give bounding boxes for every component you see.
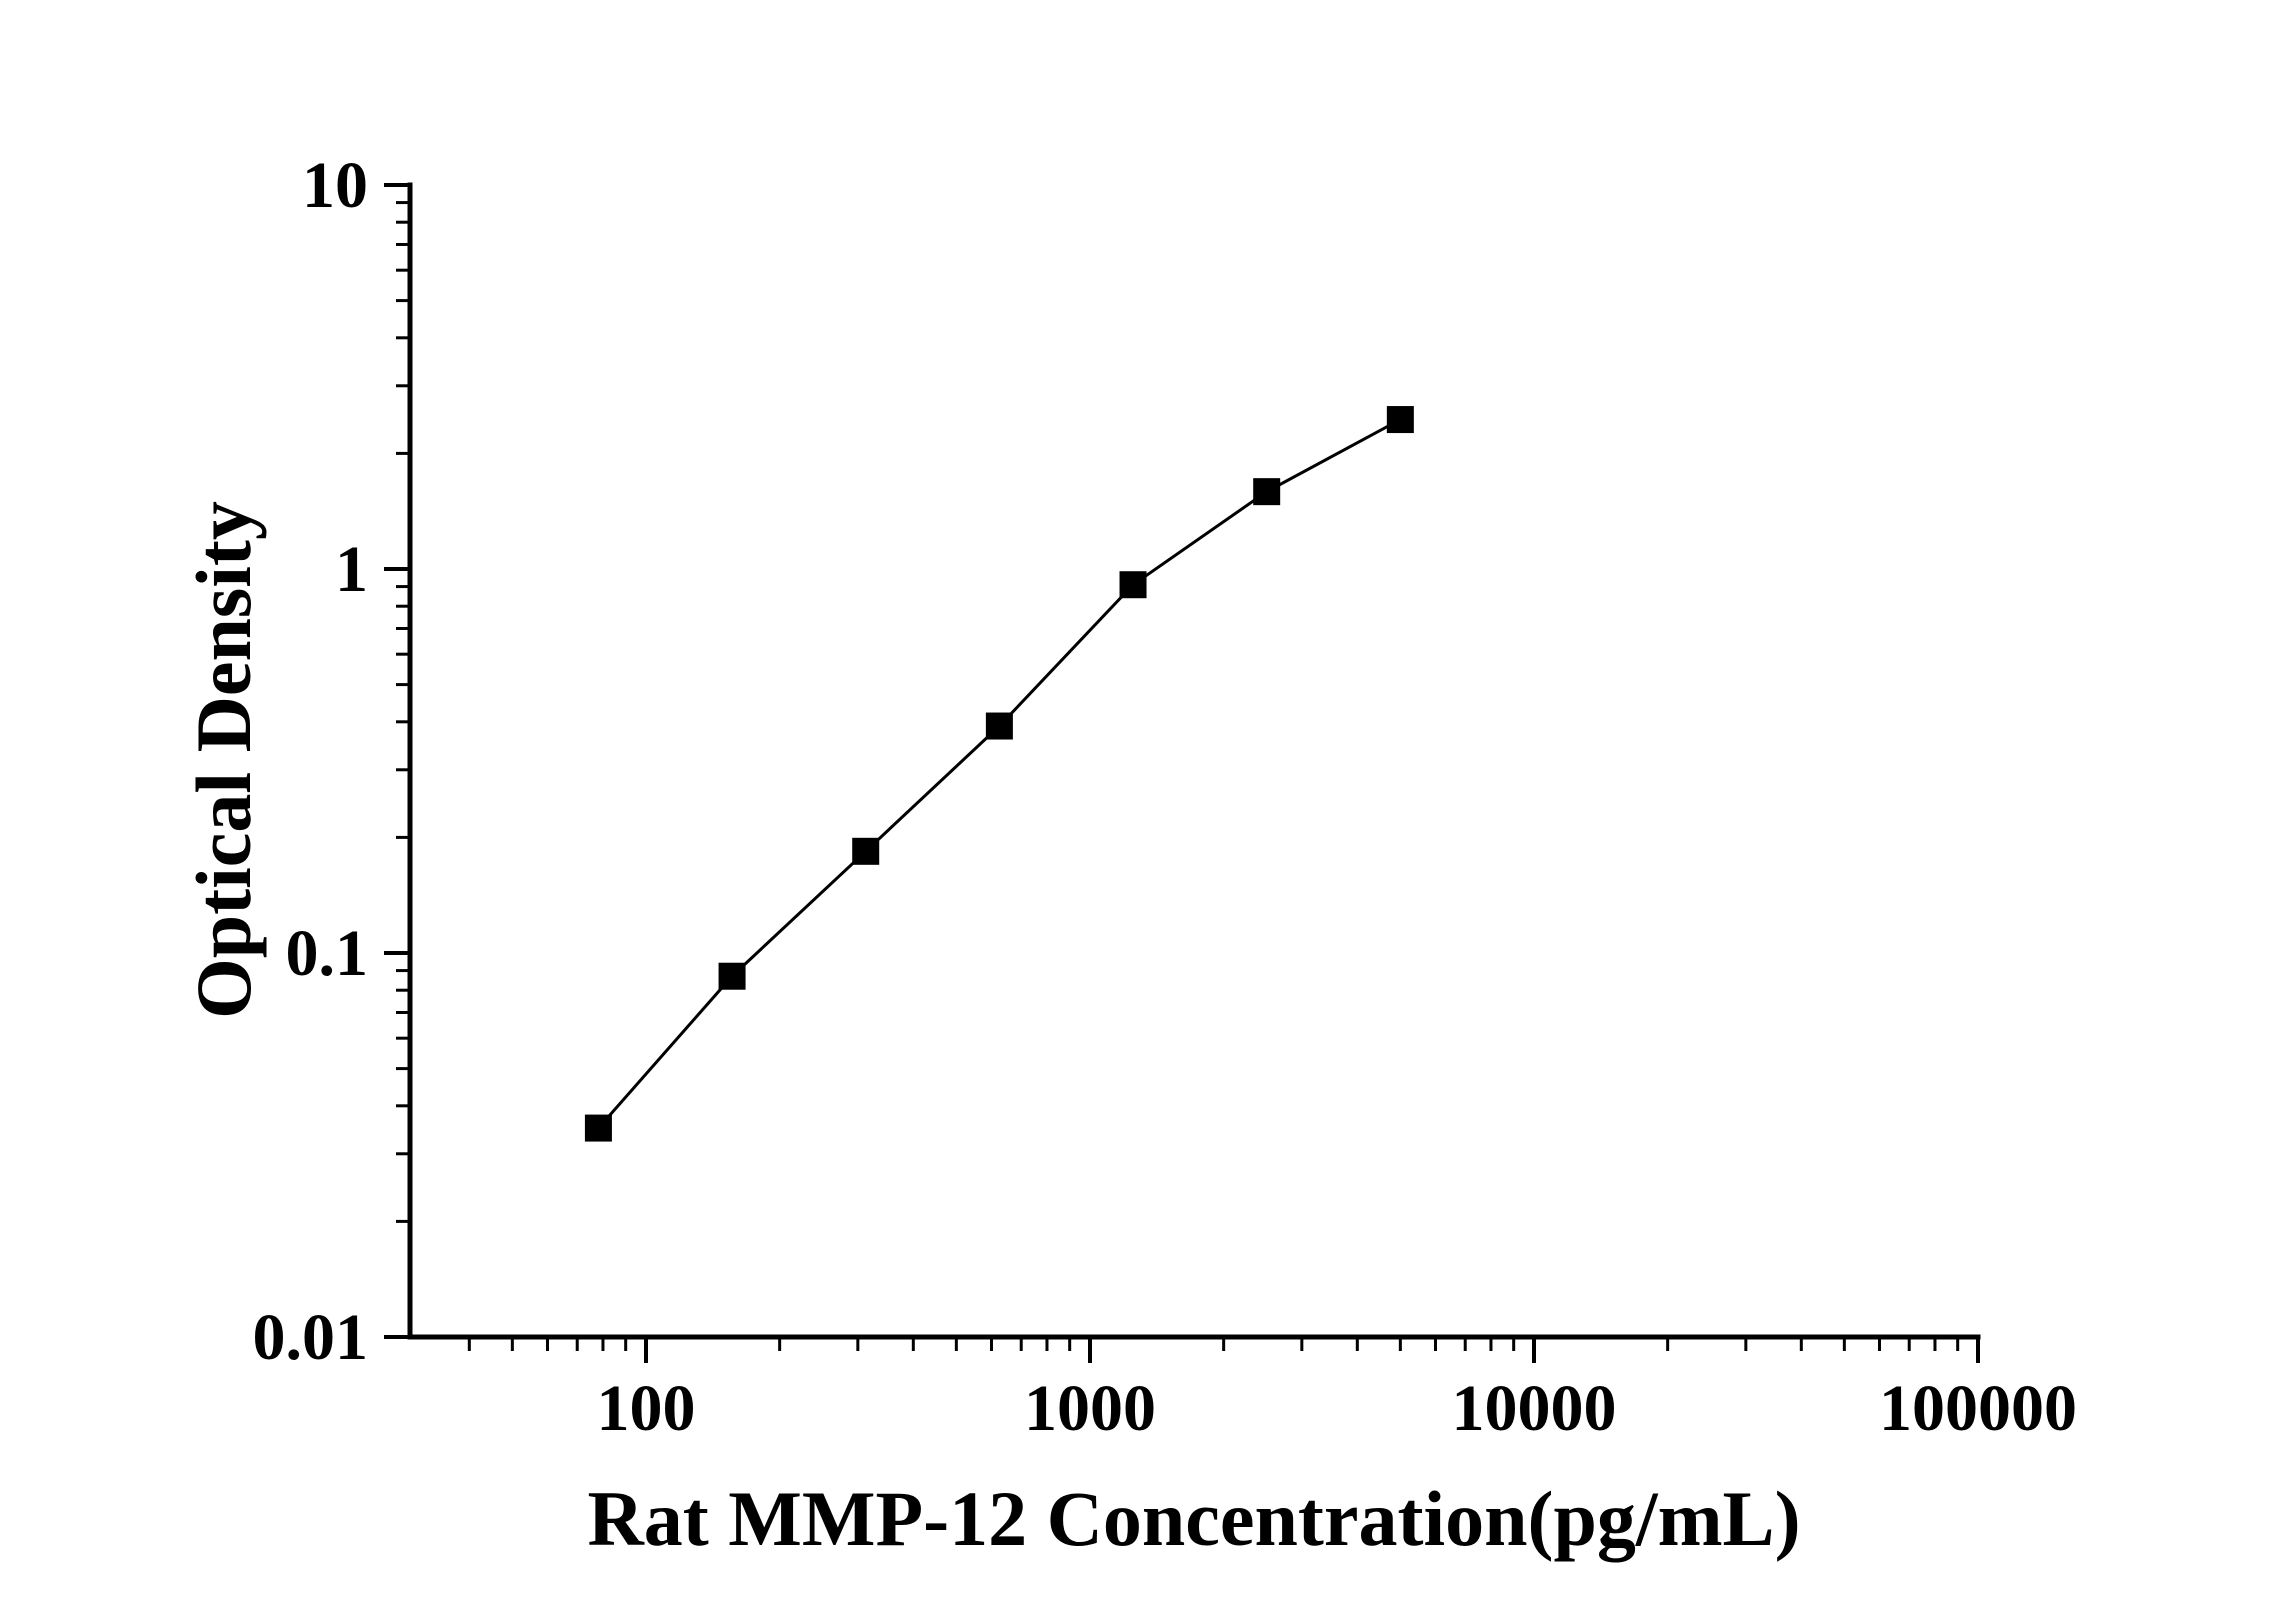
- y-tick-label: 0.1: [286, 917, 369, 990]
- data-point-marker: [852, 837, 880, 865]
- data-point-marker: [985, 712, 1013, 740]
- tick-labels: 100 1000 10000 100000 0.01 0.1 1 10: [253, 149, 2078, 1445]
- x-axis-title: Rat MMP-12 Concentration(pg/mL): [587, 1475, 1800, 1562]
- data-point-marker: [1253, 478, 1281, 506]
- data-point-marker: [1119, 571, 1147, 599]
- data-point-marker: [1386, 406, 1414, 434]
- x-tick-label: 100: [597, 1372, 696, 1445]
- x-tick-label: 10000: [1452, 1372, 1617, 1445]
- data-point-marker: [584, 1114, 612, 1142]
- x-tick-label: 1000: [1024, 1372, 1156, 1445]
- y-axis-title: Optical Density: [180, 501, 267, 1019]
- data-point-marker: [718, 962, 746, 990]
- y-tick-label: 0.01: [253, 1301, 369, 1374]
- series-markers: [584, 406, 1414, 1142]
- y-tick-label: 1: [335, 533, 368, 606]
- axes: [407, 182, 1981, 1340]
- x-tick-label: 100000: [1879, 1372, 2077, 1445]
- y-tick-label: 10: [302, 149, 368, 222]
